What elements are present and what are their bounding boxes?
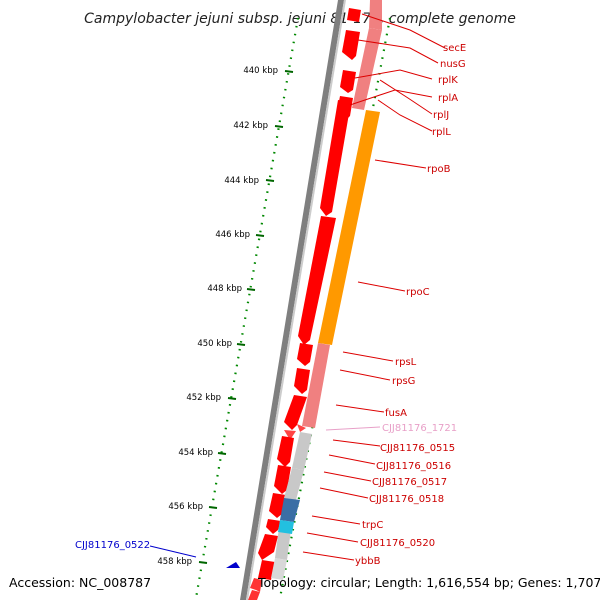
tick-label-442: 442 kbp	[233, 121, 268, 131]
leader-line-1721	[325, 426, 381, 431]
tick-mark-456	[208, 506, 218, 509]
gene-label-1721[interactable]: CJJ81176_1721	[382, 423, 457, 434]
tick-mark-446	[255, 234, 265, 237]
gene-feature-bottom	[250, 578, 262, 592]
gene-feature-rpoB[interactable]	[320, 100, 351, 216]
tick-mark-452	[227, 397, 237, 400]
backbone-shadow	[246, 0, 346, 600]
tick-mark-454	[217, 452, 227, 455]
gene-label-nusG[interactable]: nusG	[440, 59, 466, 70]
gene-feature-0516[interactable]	[274, 465, 291, 494]
tick-mark-458	[198, 561, 208, 564]
genome-backbone	[240, 0, 344, 600]
gene-leader-lines	[302, 13, 446, 561]
gene-label-0518[interactable]: CJJ81176_0518	[369, 494, 444, 505]
gene-label-secE[interactable]: secE	[443, 43, 466, 54]
gene-label-rplA[interactable]: rplA	[438, 93, 458, 104]
gene-label-rpoC[interactable]: rpoC	[406, 287, 430, 298]
grey-gene[interactable]	[292, 432, 312, 470]
gene-feature-0518-blue[interactable]	[280, 498, 300, 522]
gene-label-0520[interactable]: CJJ81176_0520	[360, 538, 435, 549]
gene-feature-bottom	[248, 590, 260, 600]
topology-text: Topology: circular; Length: 1,616,554 bp…	[258, 575, 600, 590]
gene-label-0522[interactable]: CJJ81176_0522	[75, 540, 150, 551]
tick-mark-440	[284, 70, 294, 73]
gene-label-rplK[interactable]: rplK	[438, 75, 458, 86]
tick-label-444: 444 kbp	[224, 176, 259, 186]
gene-feature-rpoC[interactable]	[298, 216, 336, 345]
gene-label-ybbB[interactable]: ybbB	[355, 556, 381, 567]
tick-label-450: 450 kbp	[197, 339, 232, 349]
tick-label-440: 440 kbp	[243, 66, 278, 76]
gene-feature-nusG[interactable]	[342, 30, 360, 60]
gene-label-0516[interactable]: CJJ81176_0516	[376, 461, 451, 472]
tick-mark-442	[274, 125, 284, 128]
tick-mark-444	[265, 179, 275, 182]
accession-text: Accession: NC_008787	[9, 575, 152, 590]
blue-marker	[226, 562, 240, 568]
gene-feature-0520-red[interactable]	[258, 560, 275, 580]
pink-segment	[369, 0, 382, 30]
grey-gene[interactable]	[271, 558, 287, 580]
gene-feature-rplK[interactable]	[340, 70, 356, 93]
gene-label-rplJ[interactable]: rplJ	[433, 110, 449, 121]
gene-label-trpC[interactable]: trpC	[362, 520, 383, 531]
gene-feature-trpC[interactable]	[258, 534, 278, 560]
tick-label-452: 452 kbp	[186, 393, 221, 403]
tick-mark-450	[236, 343, 246, 346]
gene-feature-0515[interactable]	[277, 436, 294, 467]
tick-label-448: 448 kbp	[207, 284, 242, 294]
gene-feature-secE[interactable]	[347, 8, 361, 22]
gene-label-0517[interactable]: CJJ81176_0517	[372, 477, 447, 488]
gene-feature-rpsL[interactable]	[297, 343, 313, 366]
map-title: Campylobacter jejuni subsp. jejuni 81-17…	[84, 11, 516, 27]
gene-feature-chevron	[284, 430, 296, 440]
tick-label-456: 456 kbp	[168, 502, 203, 512]
grey-gene[interactable]	[284, 468, 304, 500]
gene-label-rpsG[interactable]: rpsG	[392, 376, 415, 387]
gene-label-rpoB[interactable]: rpoB	[427, 164, 451, 175]
tick-label-454: 454 kbp	[178, 448, 213, 458]
gene-label-rpsL[interactable]: rpsL	[395, 357, 417, 368]
gene-labels[interactable]: secE nusG rplK rplA rplJ rplL rpoB rpoC …	[75, 43, 466, 567]
kbp-ticks: 440 kbp 442 kbp 444 kbp 446 kbp 448 kbp …	[157, 66, 294, 567]
gene-label-rplL[interactable]: rplL	[432, 127, 451, 138]
gene-feature-fusA[interactable]	[284, 395, 307, 430]
leader-line-0522	[149, 545, 197, 558]
gene-features[interactable]	[248, 0, 382, 600]
gene-label-fusA[interactable]: fusA	[385, 408, 407, 419]
gene-feature-rpsG[interactable]	[294, 368, 310, 394]
tick-mark-448	[246, 288, 256, 291]
tick-label-458: 458 kbp	[157, 557, 192, 567]
gene-feature-chevron	[297, 424, 306, 432]
gene-feature-trpC-cyan[interactable]	[278, 520, 294, 534]
rrna-operon-band[interactable]	[318, 110, 380, 345]
gene-feature-0518[interactable]	[266, 519, 281, 534]
pink-segment	[302, 343, 330, 428]
tick-label-446: 446 kbp	[215, 230, 250, 240]
pink-segment	[352, 28, 382, 110]
gene-label-0515[interactable]: CJJ81176_0515	[380, 443, 455, 454]
